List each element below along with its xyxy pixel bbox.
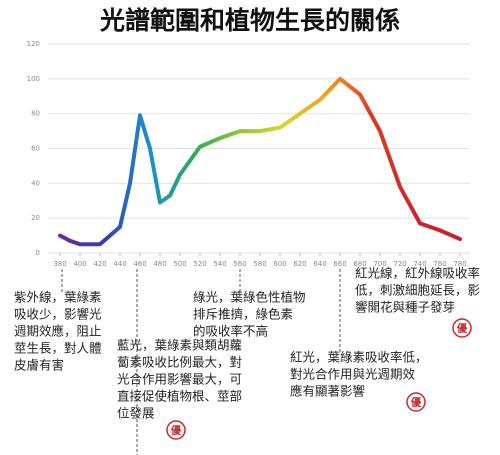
x-tick-label: 700 (373, 260, 386, 268)
badge (166, 420, 186, 440)
x-tick-label: 740 (413, 260, 426, 268)
badge-text: 優 (410, 396, 422, 409)
y-tick-label: 20 (31, 214, 40, 222)
x-tick-label: 600 (273, 260, 286, 268)
chart-title: 光譜範圍和植物生長的關係 (99, 6, 400, 35)
x-tick-label: 400 (73, 260, 86, 268)
x-tick-label: 720 (393, 260, 406, 268)
x-tick-label: 560 (233, 260, 246, 268)
annotation-text: 直接促使植物根、莖部 (117, 389, 242, 404)
annotation-text: 的吸收率不高 (193, 324, 268, 339)
x-tick-label: 420 (93, 260, 106, 268)
x-tick-label: 640 (313, 260, 326, 268)
spectrum-line (58, 76, 462, 247)
annotation-text: 皮膚有害 (14, 358, 64, 373)
annotation-text: 藍光，葉綠素與類胡蘿 (117, 338, 242, 353)
annotation-text: 低，刺激細胞延長，影 (355, 283, 481, 298)
y-tick-label: 60 (31, 145, 40, 153)
x-tick-label: 540 (213, 260, 226, 268)
annotation-text: 紅光，葉綠素吸收率低， (290, 350, 428, 365)
annotation-text: 莖生長，對人體 (14, 341, 102, 356)
annotation-text: 週期效應，阻止 (14, 324, 102, 339)
x-tick-label: 380 (53, 260, 66, 268)
annotation-text: 應有顯著影響 (290, 384, 365, 399)
badge (406, 392, 426, 412)
x-tick-label: 660 (333, 260, 346, 268)
x-tick-label: 620 (293, 260, 306, 268)
y-tick-label: 100 (27, 75, 40, 83)
y-tick-label: 120 (27, 40, 40, 48)
annotation-text: 吸收少，影響光 (14, 307, 102, 322)
annotation-text: 響開花與種子發芽 (355, 300, 455, 315)
annotation-text: 綠光，葉綠色性植物 (193, 290, 306, 305)
annotation-text: 蔔素吸收比例最大，對 (117, 355, 242, 370)
badge-text: 優 (170, 424, 182, 437)
x-tick-label: 460 (133, 260, 146, 268)
annotation-text: 排斥推擠，綠色素 (193, 307, 293, 322)
x-tick-label: 520 (193, 260, 206, 268)
y-tick-label: 0 (36, 249, 40, 257)
badge (452, 318, 472, 338)
x-tick-label: 500 (173, 260, 186, 268)
x-tick-label: 440 (113, 260, 126, 268)
y-tick-label: 80 (31, 110, 40, 118)
annotation-text: 光合作用影響最大，可 (117, 372, 242, 387)
x-tick-label: 760 (433, 260, 446, 268)
annotation-text: 紫外線，葉綠素 (14, 290, 102, 305)
y-tick-label: 40 (31, 179, 40, 187)
badge-text: 優 (456, 322, 468, 335)
x-tick-label: 780 (453, 260, 466, 268)
annotation-text: 紅光線，紅外線吸收率 (355, 266, 480, 281)
x-tick-label: 480 (153, 260, 166, 268)
x-tick-label: 580 (253, 260, 266, 268)
annotation-text: 對光合作用與光週期效 (290, 367, 416, 382)
x-tick-label: 680 (353, 260, 366, 268)
annotation-text: 位發展 (117, 406, 155, 421)
